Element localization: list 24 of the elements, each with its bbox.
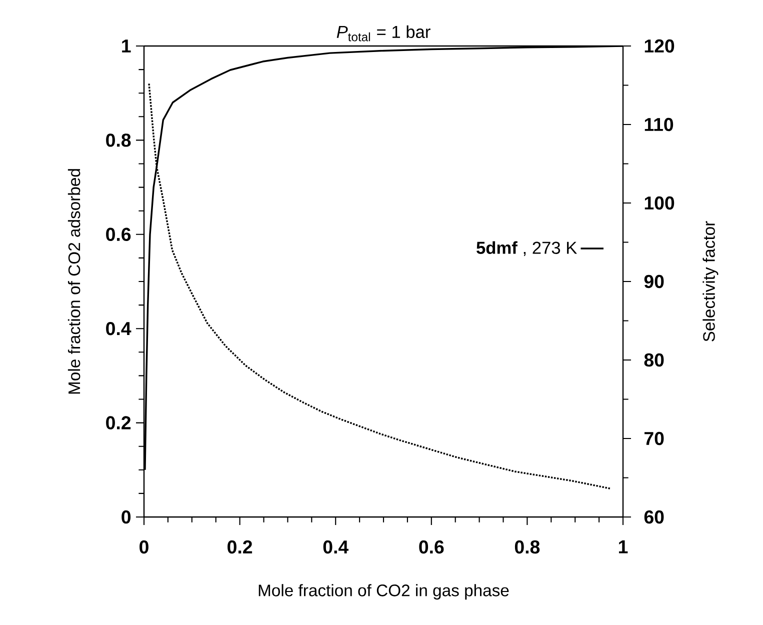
y-tick-label: 0.4 bbox=[106, 322, 132, 336]
y2-tick-label: 90 bbox=[644, 274, 664, 288]
x-tick-label: 0.8 bbox=[514, 540, 540, 554]
y-tick-label: 0 bbox=[122, 510, 131, 524]
x-tick-label: 0.4 bbox=[323, 540, 348, 554]
y2-tick-label: 100 bbox=[644, 196, 674, 210]
y-tick-label: 0.6 bbox=[106, 228, 131, 242]
y-tick-label: 0.8 bbox=[106, 134, 131, 147]
y2-tick-label: 70 bbox=[644, 432, 664, 446]
x-axis-title: Mole fraction of CO2 in gas phase bbox=[258, 584, 509, 600]
x-tick-label: 0.6 bbox=[419, 540, 444, 554]
y-tick-label: 0.2 bbox=[106, 416, 131, 430]
x-tick-label: 0.2 bbox=[228, 540, 252, 554]
y2-tick-label: 110 bbox=[644, 118, 674, 132]
y2-axis-title: Selectivity factor bbox=[702, 221, 718, 342]
legend-label: 5dmf , 273 K bbox=[476, 241, 578, 256]
y2-tick-label: 60 bbox=[644, 510, 664, 524]
y-tick-label: 1 bbox=[122, 40, 131, 52]
y2-tick-label: 80 bbox=[644, 353, 664, 367]
y2-tick-label: 120 bbox=[644, 39, 674, 53]
x-tick-label: 0 bbox=[140, 540, 148, 554]
y-axis-title: Mole fraction of CO2 adsorbed bbox=[68, 169, 80, 394]
chart-title: P$_{total}$ = 1 bar bbox=[336, 25, 430, 42]
x-tick-label: 1 bbox=[618, 540, 628, 554]
